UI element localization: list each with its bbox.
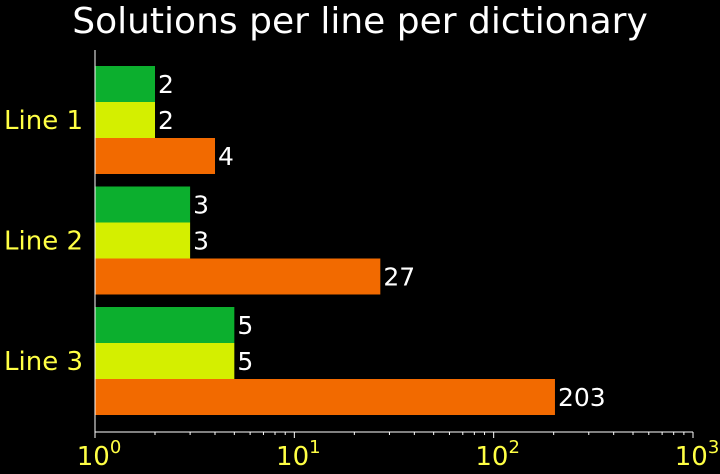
bar [95, 379, 555, 415]
x-tick-label: 102 [475, 437, 520, 472]
chart-title: Solutions per line per dictionary [72, 1, 648, 42]
value-label: 3 [193, 191, 209, 220]
x-tick-label: 101 [276, 437, 321, 472]
bar [95, 343, 235, 379]
value-label: 27 [383, 263, 415, 292]
bar [95, 258, 381, 295]
value-label: 203 [558, 383, 606, 412]
value-label: 3 [193, 227, 209, 256]
x-tick-label: 100 [77, 437, 122, 472]
category-label: Line 3 [4, 347, 83, 377]
bar [95, 66, 156, 102]
value-label: 2 [158, 106, 174, 135]
bar [95, 138, 216, 174]
category-label: Line 1 [4, 106, 83, 136]
value-label: 4 [218, 142, 234, 171]
bar [95, 222, 191, 259]
value-label: 5 [237, 311, 253, 340]
value-label: 5 [237, 347, 253, 376]
category-label: Line 2 [4, 227, 83, 257]
bar [95, 186, 191, 223]
value-label: 2 [158, 70, 174, 99]
bar [95, 102, 156, 138]
axes-group: Line 1 Line 2 Line 3 100 101 102 103 [4, 50, 719, 472]
x-tick-label: 103 [675, 437, 720, 472]
bar [95, 307, 235, 343]
